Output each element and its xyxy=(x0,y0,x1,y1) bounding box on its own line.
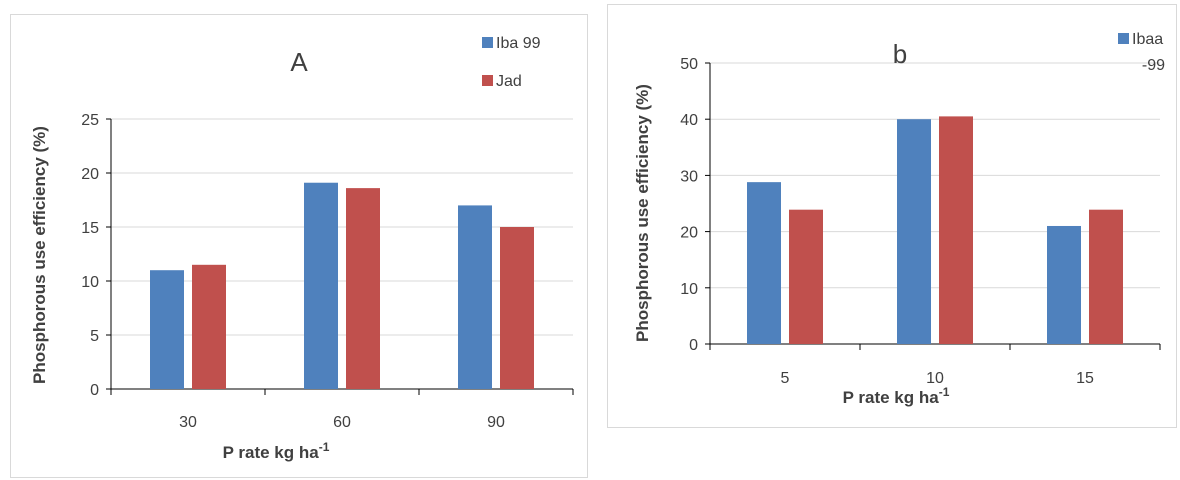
legend-label: Jad xyxy=(496,73,522,90)
bar xyxy=(939,116,973,344)
chart-title: A xyxy=(290,47,308,77)
x-tick-label: 60 xyxy=(333,414,351,431)
y-tick-label: 10 xyxy=(81,274,99,291)
bar xyxy=(747,182,781,344)
legend-label: -99 xyxy=(1142,57,1165,74)
y-axis-title: Phosphorous use efficiency (%) xyxy=(30,126,49,384)
chart-panel-a: 0 5 10 15 20 25 30 60 90 A Iba 99 Jad Phosphorous us… xyxy=(10,14,588,478)
bar xyxy=(500,227,534,389)
x-axis-title: P rate kg ha-1 xyxy=(843,385,950,407)
bar xyxy=(150,270,184,389)
bar xyxy=(458,205,492,389)
legend-swatch xyxy=(1118,33,1129,44)
chart-panel-b: 0 10 20 30 40 50 5 10 15 b Ibaa -99 Phosphorous use … xyxy=(607,4,1177,428)
y-tick-label: 50 xyxy=(680,56,698,73)
x-axis-title-superscript: -1 xyxy=(939,385,950,399)
legend-swatch xyxy=(482,37,493,48)
y-tick-label: 0 xyxy=(90,382,99,399)
x-axis-title-text: P rate kg ha xyxy=(223,443,320,462)
bar xyxy=(1089,209,1123,344)
x-tick-label: 10 xyxy=(926,370,944,387)
chart-a-svg: 0 5 10 15 20 25 30 60 90 A Iba 99 Jad Phosphorous us… xyxy=(30,35,574,462)
bar xyxy=(897,119,931,344)
y-tick-label: 20 xyxy=(81,166,99,183)
bar xyxy=(192,264,226,389)
y-tick-label: 30 xyxy=(680,168,698,185)
bar xyxy=(789,209,823,344)
x-tick-label: 90 xyxy=(487,414,505,431)
x-axis-title-superscript: -1 xyxy=(319,440,330,454)
y-tick-label: 0 xyxy=(689,337,698,354)
y-tick-label: 10 xyxy=(680,281,698,298)
x-tick-label: 15 xyxy=(1076,370,1094,387)
legend-swatch xyxy=(482,75,493,86)
chart-b-svg: 0 10 20 30 40 50 5 10 15 b Ibaa -99 Phosphorous use … xyxy=(633,31,1165,407)
y-axis-title: Phosphorous use efficiency (%) xyxy=(633,84,652,342)
bar xyxy=(304,182,338,389)
y-tick-label: 15 xyxy=(81,220,99,237)
y-tick-label: 25 xyxy=(81,112,99,129)
legend-label: Iba 99 xyxy=(496,35,541,52)
chart-title: b xyxy=(893,39,907,69)
y-tick-label: 5 xyxy=(90,328,99,345)
bar xyxy=(346,188,380,389)
x-tick-label: 5 xyxy=(781,370,790,387)
x-tick-label: 30 xyxy=(179,414,197,431)
legend-label: Ibaa xyxy=(1132,31,1163,48)
x-axis-title: P rate kg ha-1 xyxy=(223,440,330,462)
y-tick-label: 20 xyxy=(680,225,698,242)
x-axis-title-text: P rate kg ha xyxy=(843,388,940,407)
y-tick-label: 40 xyxy=(680,112,698,129)
bar xyxy=(1047,225,1081,344)
